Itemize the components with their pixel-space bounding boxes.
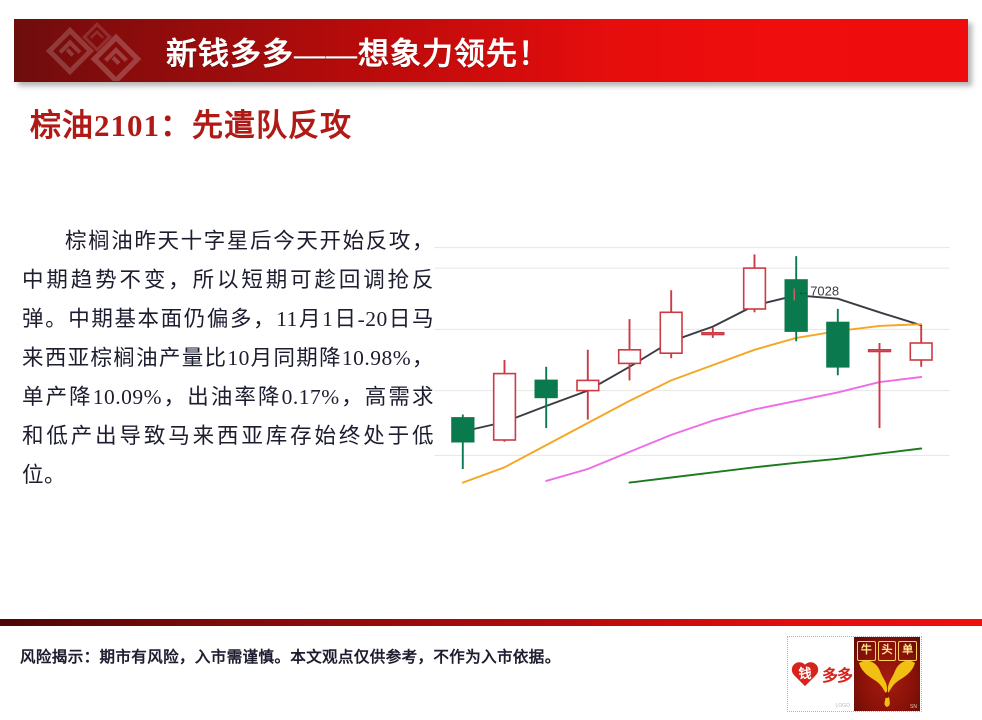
candle-2 <box>534 366 558 429</box>
ma-line-MA-longest <box>628 447 923 484</box>
logo-heart-text: 钱 <box>798 666 812 681</box>
logo-caption-left: LOGO <box>835 703 850 709</box>
risk-disclaimer: 风险揭示：期市有风险，入市需谨慎。本文观点仅供参考，不作为入市依据。 <box>20 649 561 666</box>
logo-niutoudan: 牛 头 单 SN <box>854 637 920 711</box>
logo-stamp-row: 牛 头 单 <box>857 641 918 661</box>
ma-line-MA-mid <box>461 323 923 484</box>
logo-stamp-2: 头 <box>877 641 897 661</box>
candle-5 <box>659 290 683 359</box>
logo-caption-right: SN <box>910 704 917 710</box>
bull-head-icon <box>859 660 915 707</box>
candle-8 <box>784 256 808 342</box>
logo-brand-text: 多多 <box>821 668 853 685</box>
candle-10 <box>867 343 892 429</box>
heart-icon: 钱 <box>790 660 820 688</box>
candlestick-chart: ←7028 <box>434 224 950 496</box>
body-paragraph: 棕榈油昨天十字星后今天开始反攻，中期趋势不变，所以短期可趁回调抢反弹。中期基本面… <box>22 229 434 487</box>
candle-4 <box>617 319 642 381</box>
ma-line-MA-short <box>461 294 923 433</box>
diamond-lattice-emblem-icon <box>45 22 142 81</box>
candle-6 <box>701 327 725 338</box>
header-title: 新钱多多——想象力领先！ <box>166 36 550 71</box>
ma-line-MA-long <box>545 376 923 482</box>
candle-9 <box>826 308 850 376</box>
logo-stamp-1: 牛 <box>857 641 876 661</box>
page-title: 棕油2101：先遣队反攻 <box>30 108 352 143</box>
annotation-label-0: ←7028 <box>797 283 839 298</box>
candle-1 <box>492 360 517 442</box>
brand-logo: 钱 多多 LOGO 牛 头 单 SN <box>787 636 922 712</box>
candle-0 <box>451 414 475 469</box>
logo-stamp-3: 单 <box>898 641 918 661</box>
chart-canvas: ←7028 <box>434 247 950 484</box>
logo-qianduoduo: 钱 多多 LOGO <box>788 637 854 711</box>
candle-3 <box>576 349 600 420</box>
candle-7 <box>742 254 767 313</box>
header-banner: 新钱多多——想象力领先！ <box>14 19 968 82</box>
candle-11 <box>909 325 933 367</box>
footer-divider <box>0 619 982 626</box>
